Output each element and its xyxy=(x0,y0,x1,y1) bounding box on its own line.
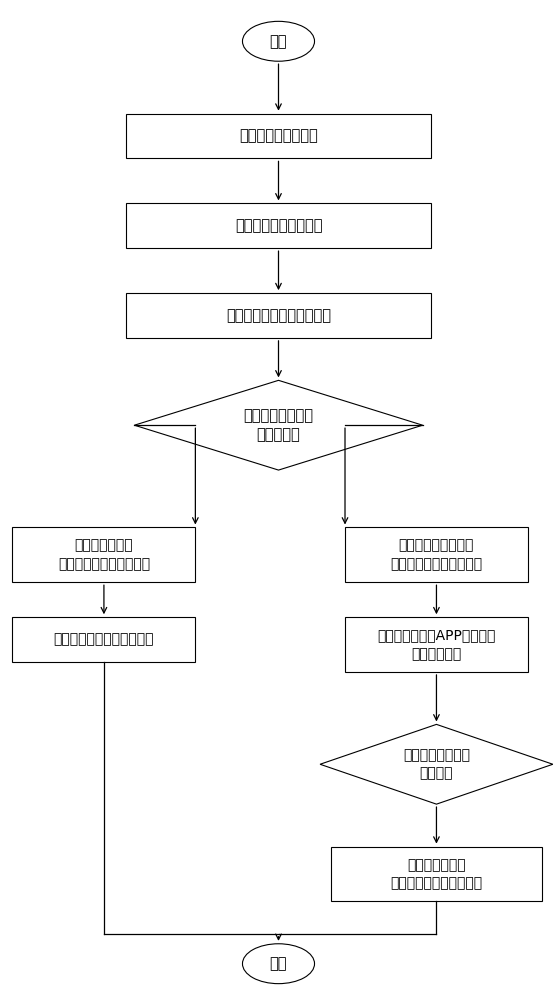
Text: 光源发射，照射样品: 光源发射，照射样品 xyxy=(239,129,318,144)
FancyBboxPatch shape xyxy=(126,203,431,248)
Polygon shape xyxy=(134,380,423,470)
Ellipse shape xyxy=(242,21,315,61)
Text: 匹配成功，传输
匹配结果到智能移动终端: 匹配成功，传输 匹配结果到智能移动终端 xyxy=(58,539,150,571)
FancyBboxPatch shape xyxy=(12,617,196,662)
FancyBboxPatch shape xyxy=(345,617,528,672)
Text: 匹配完成，传输
匹配结果到智能移动终端: 匹配完成，传输 匹配结果到智能移动终端 xyxy=(390,858,482,890)
Text: 未匹配到数据，传输
测量光谱到智能移动终端: 未匹配到数据，传输 测量光谱到智能移动终端 xyxy=(390,539,482,571)
Text: 经智能移动终端APP传输数据
到云端服务器: 经智能移动终端APP传输数据 到云端服务器 xyxy=(377,628,496,661)
FancyBboxPatch shape xyxy=(331,847,542,901)
FancyBboxPatch shape xyxy=(12,527,196,582)
FancyBboxPatch shape xyxy=(345,527,528,582)
Text: 与本地光谱数据库
进行预匹配: 与本地光谱数据库 进行预匹配 xyxy=(243,408,314,443)
Text: 智能移动终端显示匹配结果: 智能移动终端显示匹配结果 xyxy=(53,633,154,647)
FancyBboxPatch shape xyxy=(126,293,431,338)
Text: 与云端光谱数据库
进行匹配: 与云端光谱数据库 进行匹配 xyxy=(403,748,470,780)
Ellipse shape xyxy=(242,944,315,984)
FancyBboxPatch shape xyxy=(126,114,431,158)
Text: 光谱数据经主控面板预处理: 光谱数据经主控面板预处理 xyxy=(226,308,331,323)
Text: 结束: 结束 xyxy=(270,956,287,971)
Text: 开始: 开始 xyxy=(270,34,287,49)
Text: 多次采样，取平均光谱: 多次采样，取平均光谱 xyxy=(234,218,323,233)
Polygon shape xyxy=(320,724,553,804)
